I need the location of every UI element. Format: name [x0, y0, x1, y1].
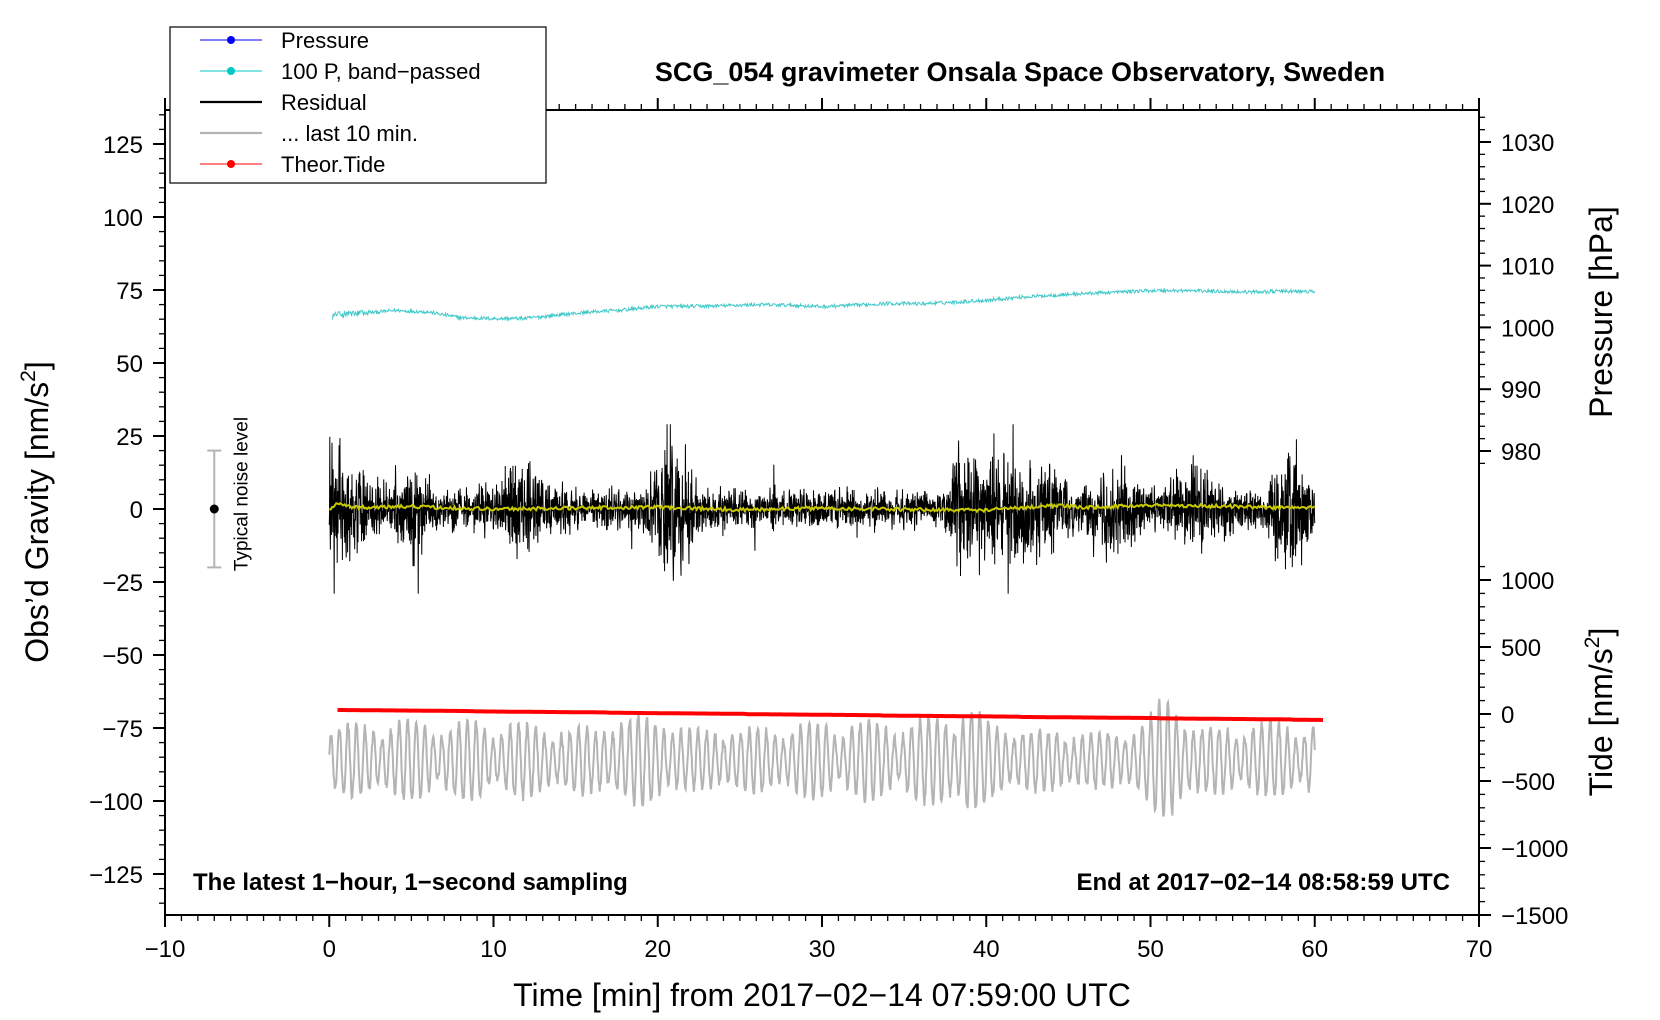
legend-label: Residual [281, 90, 367, 115]
x-tick-label: 30 [809, 936, 836, 963]
y-pressure-tick-label: 1020 [1501, 192, 1554, 219]
y-left-tick-label: 100 [103, 205, 143, 232]
y-axis-label-gravity: Obs’d Gravity [nm/s2] [17, 361, 55, 663]
y-left-tick-label: −25 [102, 570, 143, 597]
y-pressure-tick-label: 990 [1501, 377, 1541, 404]
y-left-tick-label: 75 [116, 278, 143, 305]
x-tick-label: 50 [1137, 936, 1164, 963]
annotation-sampling: The latest 1−hour, 1−second sampling [193, 869, 628, 896]
y-pressure-tick-label: 1010 [1501, 254, 1554, 281]
y-axis-pressure: 1030 1020 1010 1000 990 980 [1479, 116, 1554, 466]
legend-box [169, 26, 547, 184]
series-pressure-bandpassed [332, 287, 1316, 322]
x-tick-label: 40 [973, 936, 1000, 963]
legend: Pressure 100 P, band−passed Residual ... la… [169, 26, 547, 184]
legend-label: Pressure [281, 28, 369, 53]
legend-label: 100 P, band−passed [281, 59, 481, 84]
y-axis-tide: 1000 500 0 −500 −1000 −1500 [1479, 565, 1568, 930]
x-tick-label: 10 [480, 936, 507, 963]
y-tide-tick-label: 0 [1501, 702, 1514, 729]
y-left-tick-label: 125 [103, 132, 143, 159]
y-left-tick-label: 0 [130, 497, 143, 524]
y-left-tick-label: 25 [116, 424, 143, 451]
y-axis-label-tide-end: ] [1583, 628, 1619, 637]
y-axis-label-gravity-end: ] [19, 361, 55, 370]
y-axis-label-tide-sup: 2 [1581, 637, 1604, 649]
y-axis-label-gravity-sup: 2 [17, 370, 40, 382]
y-axis-label-gravity-main: Obs’d Gravity [nm/s [19, 382, 55, 663]
y-left-tick-label: 50 [116, 351, 143, 378]
series-theoretical-tide [337, 708, 1324, 722]
y-tide-tick-label: −1500 [1501, 903, 1568, 930]
legend-marker [227, 36, 235, 44]
series-residual [328, 424, 1316, 594]
y-left-tick-label: −50 [102, 643, 143, 670]
y-axis-label-tide: Tide [nm/s2] [1581, 628, 1619, 797]
legend-label: Theor.Tide [281, 152, 385, 177]
y-left-tick-label: −100 [89, 789, 143, 816]
y-axis-label-tide-main: Tide [nm/s [1583, 648, 1619, 796]
legend-marker [227, 160, 235, 168]
legend-label: ... last 10 min. [281, 121, 418, 146]
x-tick-label: 20 [644, 936, 671, 963]
x-tick-label: 0 [323, 936, 336, 963]
noise-level-indicator: Typical noise level [207, 417, 252, 571]
y-tide-tick-label: −1000 [1501, 836, 1568, 863]
y-left-tick-label: −125 [89, 862, 143, 889]
series-residual-smoothed [329, 501, 1316, 514]
noise-level-point [209, 504, 219, 514]
x-axis: −10 0 10 20 30 40 50 60 70 [145, 98, 1493, 963]
legend-marker [227, 67, 235, 75]
y-tide-tick-label: 500 [1501, 635, 1541, 662]
x-axis-label: Time [min] from 2017−02−14 07:59:00 UTC [513, 977, 1131, 1013]
annotation-end-time: End at 2017−02−14 08:58:59 UTC [1076, 869, 1450, 896]
chart-title: SCG_054 gravimeter Onsala Space Observat… [655, 57, 1385, 87]
y-axis-gravity: 125 100 75 50 25 0 −25 −50 −75 −100 −125 [89, 114, 165, 904]
x-tick-label: 60 [1301, 936, 1328, 963]
noise-level-label: Typical noise level [231, 417, 252, 571]
y-pressure-tick-label: 1000 [1501, 315, 1554, 342]
x-tick-label: 70 [1466, 936, 1493, 963]
y-tide-tick-label: 1000 [1501, 568, 1554, 595]
y-left-tick-label: −75 [102, 716, 143, 743]
y-tide-tick-label: −500 [1501, 769, 1555, 796]
y-axis-label-pressure: Pressure [hPa] [1583, 206, 1619, 418]
y-pressure-tick-label: 980 [1501, 439, 1541, 466]
x-tick-label: −10 [145, 936, 186, 963]
y-pressure-tick-label: 1030 [1501, 130, 1554, 157]
